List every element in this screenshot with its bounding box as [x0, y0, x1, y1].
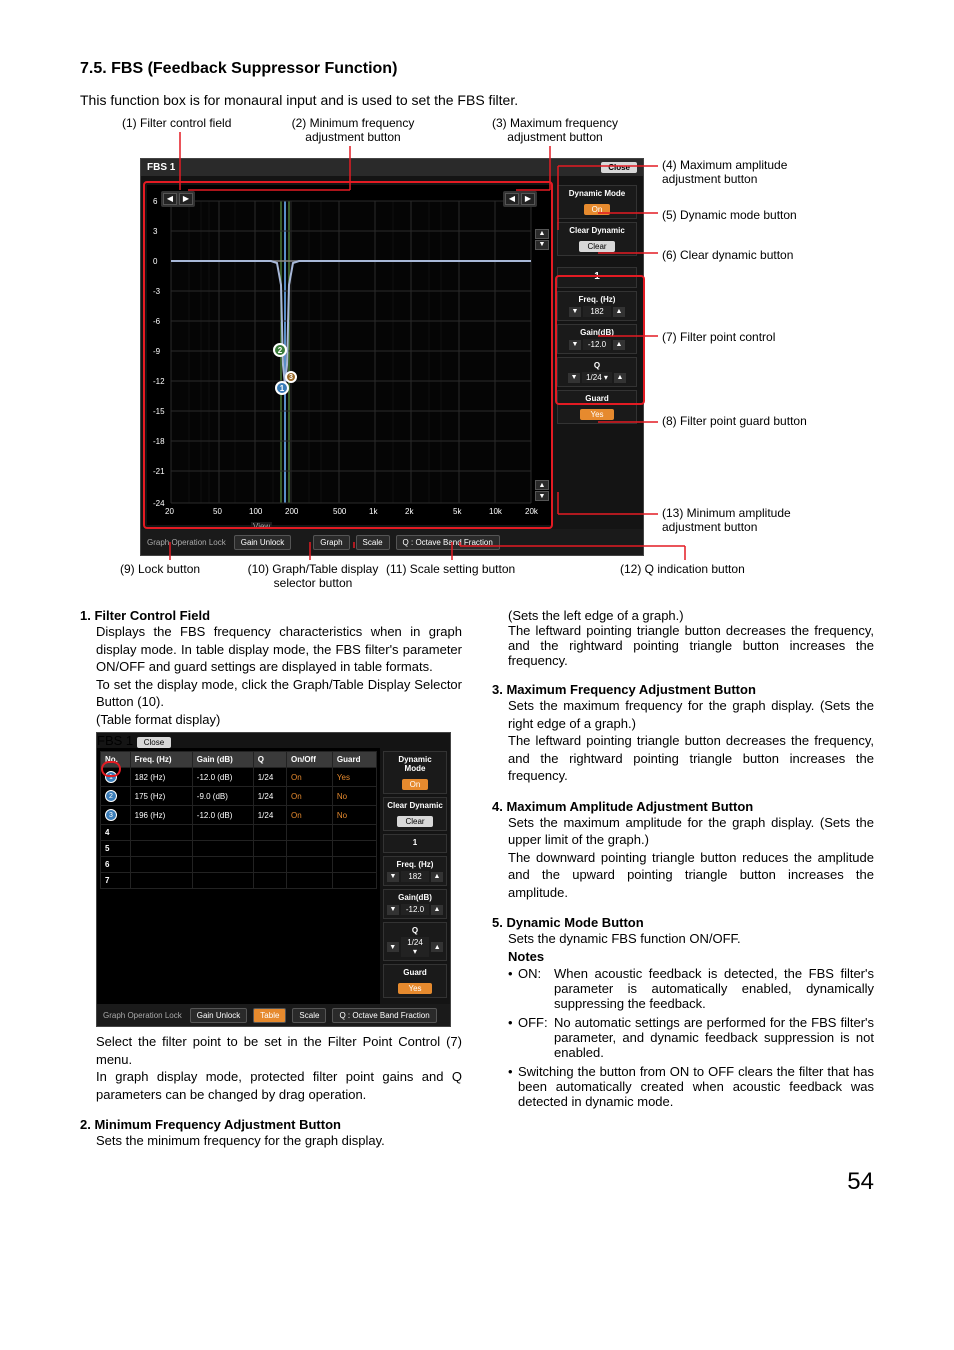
content-columns: 1. Filter Control Field Displays the FBS…	[80, 608, 874, 1164]
table-row[interactable]: 3196 (Hz)-12.0 (dB)1/24OnNo	[101, 806, 377, 825]
bottom-bar: Graph Operation Lock View Gain Unlock Gr…	[141, 529, 643, 555]
s3-title: 3. Maximum Frequency Adjustment Button	[492, 682, 874, 697]
clear-dynamic-button[interactable]: Clear	[579, 241, 614, 252]
callout-8: (8) Filter point guard button	[662, 414, 822, 428]
graph-area[interactable]: 630-3-6-9-12-15-18-21-24 20501002005001k…	[147, 185, 551, 525]
s4-title: 4. Maximum Amplitude Adjustment Button	[492, 799, 874, 814]
scale-button[interactable]: Scale	[356, 535, 390, 550]
max-amp-arrows[interactable]: ▲▼	[535, 223, 549, 250]
s5-title: 5. Dynamic Mode Button	[492, 915, 874, 930]
table-button[interactable]: Table	[253, 1008, 286, 1023]
min-freq-arrows[interactable]: ◀▶	[161, 189, 195, 207]
min-amp-arrows[interactable]: ▲▼	[535, 475, 549, 502]
callout-1: (1) Filter control field	[122, 116, 231, 130]
callout-5: (5) Dynamic mode button	[662, 208, 797, 222]
table-panel: FBS 1 Close No.Freq. (Hz)Gain (dB)QOn/Of…	[96, 732, 451, 1027]
fbs-diagram: (1) Filter control field (2) Minimum fre…	[80, 116, 874, 596]
max-freq-arrows[interactable]: ◀▶	[503, 189, 537, 207]
graph-svg	[147, 185, 551, 525]
section-heading: 7.5. FBS (Feedback Suppressor Function)	[80, 60, 874, 78]
dynamic-mode-box: Dynamic Mode On	[557, 185, 637, 219]
panel-title-bar: FBS 1 Close	[141, 159, 643, 176]
callout-13: (13) Minimum amplitude adjustment button	[662, 506, 832, 534]
panel-title: FBS 1	[147, 162, 175, 173]
page-number: 54	[80, 1168, 874, 1196]
callout-6: (6) Clear dynamic button	[662, 248, 793, 262]
fbs-panel: FBS 1 Close	[140, 158, 644, 556]
table-row[interactable]: 2175 (Hz)-9.0 (dB)1/24OnNo	[101, 787, 377, 806]
gain-stepper[interactable]: ▼-12.0▲	[561, 339, 633, 350]
callout-11: (11) Scale setting button	[386, 562, 515, 576]
guard-button[interactable]: Yes	[580, 409, 613, 420]
callout-10: (10) Graph/Table display selector button	[238, 562, 388, 590]
freq-stepper[interactable]: ▼182▲	[561, 306, 633, 317]
filter-point-2[interactable]: 2	[273, 343, 287, 357]
callout-3: (3) Maximum frequency adjustment button	[480, 116, 630, 144]
q-stepper[interactable]: ▼1/24 ▾▲	[561, 372, 633, 383]
dynamic-mode-button[interactable]: On	[584, 204, 611, 215]
left-column: 1. Filter Control Field Displays the FBS…	[80, 608, 462, 1164]
table-close-button[interactable]: Close	[137, 737, 171, 748]
q-control: Q ▼1/24 ▾▲	[557, 357, 637, 387]
gain-control: Gain(dB) ▼-12.0▲	[557, 324, 637, 354]
s1-title: 1. Filter Control Field	[80, 608, 462, 623]
callout-4: (4) Maximum amplitude adjustment button	[662, 158, 822, 186]
filter-num-box: 1	[557, 267, 637, 288]
freq-control: Freq. (Hz) ▼182▲	[557, 291, 637, 321]
filter-point-1[interactable]: 1	[275, 381, 289, 395]
graph-button[interactable]: Graph	[313, 535, 349, 550]
table-side-controls: Dynamic ModeOn Clear DynamicClear 1 Freq…	[380, 748, 450, 1004]
filter-point-3[interactable]: 3	[285, 371, 297, 383]
clear-dynamic-box: Clear Dynamic Clear	[557, 222, 637, 256]
callout-9: (9) Lock button	[120, 562, 200, 576]
right-column: (Sets the left edge of a graph.) The lef…	[492, 608, 874, 1164]
close-button[interactable]: Close	[601, 162, 637, 173]
callout-12: (12) Q indication button	[620, 562, 745, 576]
intro-text: This function box is for monaural input …	[80, 92, 874, 108]
guard-control: Guard Yes	[557, 390, 637, 424]
callout-7: (7) Filter point control	[662, 330, 775, 344]
s2-title: 2. Minimum Frequency Adjustment Button	[80, 1117, 462, 1132]
notes-list: ON:When acoustic feedback is detected, t…	[492, 966, 874, 1109]
gain-unlock-button[interactable]: Gain Unlock	[234, 535, 292, 550]
table-row[interactable]: 1182 (Hz)-12.0 (dB)1/24OnYes	[101, 768, 377, 787]
callout-2: (2) Minimum frequency adjustment button	[278, 116, 428, 144]
filter-table: No.Freq. (Hz)Gain (dB)QOn/OffGuard 1182 …	[100, 751, 377, 889]
side-controls: Dynamic Mode On Clear Dynamic Clear 1 Fr…	[557, 185, 637, 427]
q-indication-button[interactable]: Q : Octave Band Fraction	[396, 535, 500, 550]
